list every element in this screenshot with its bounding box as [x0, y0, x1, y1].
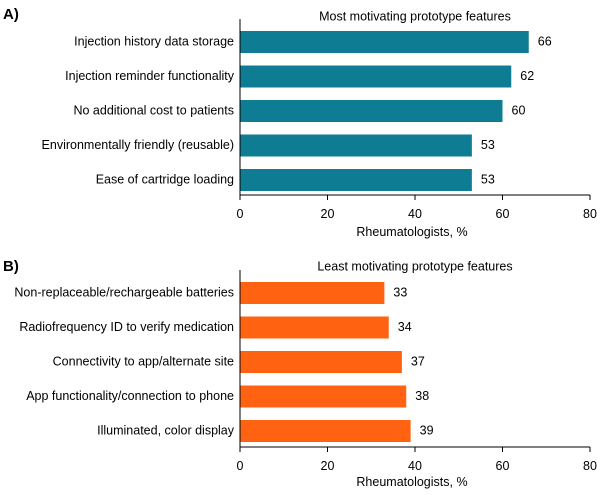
- panel-a-label: A): [3, 6, 19, 23]
- panel-a-x-tick-label: 20: [321, 207, 335, 221]
- panel-b-value-label: 38: [415, 389, 429, 403]
- panel-b-bar: [240, 282, 385, 304]
- panel-a-value-label: 53: [481, 172, 495, 186]
- panel-a-value-label: 62: [520, 69, 534, 83]
- panel-a-value-label: 53: [481, 138, 495, 152]
- panel-a-x-tick-label: 60: [496, 207, 510, 221]
- panel-a-bar: [240, 100, 503, 122]
- panel-b-x-tick-label: 60: [496, 459, 510, 473]
- panel-a-bar: [240, 134, 472, 157]
- panel-a-category-label: No additional cost to patients: [73, 103, 234, 117]
- panel-b-x-tick-label: 0: [237, 459, 244, 473]
- panel-b-category-label: Illuminated, color display: [97, 423, 235, 437]
- panel-b-category-label: Radiofrequency ID to verify medication: [19, 320, 234, 334]
- panel-a-value-label: 66: [538, 34, 552, 48]
- panel-a-bar: [240, 31, 529, 53]
- panel-b-x-tick-label: 80: [583, 459, 597, 473]
- panel-b-bar: [240, 316, 389, 339]
- panel-b-category-label: App functionality/connection to phone: [26, 389, 234, 403]
- panel-b-value-label: 39: [420, 423, 434, 437]
- panel-a-x-tick-label: 0: [237, 207, 244, 221]
- panel-b-value-label: 33: [393, 285, 407, 299]
- panel-b-category-label: Non-replaceable/rechargeable batteries: [14, 285, 234, 299]
- panel-b-label: B): [3, 258, 19, 275]
- panel-a-x-tick-label: 80: [583, 207, 597, 221]
- panel-a-category-label: Injection history data storage: [74, 34, 234, 48]
- panel-b-category-label: Connectivity to app/alternate site: [53, 354, 234, 368]
- panel-a-x-axis-label: Rheumatologists, %: [356, 225, 467, 239]
- panel-a-x-tick-label: 40: [408, 207, 422, 221]
- panel-b-bar: [240, 351, 402, 373]
- panel-b-value-label: 34: [398, 320, 412, 334]
- panel-b-x-tick-label: 40: [408, 459, 422, 473]
- panel-b-bar: [240, 385, 407, 408]
- panel-a-category-label: Ease of cartridge loading: [96, 172, 234, 186]
- panel-a-bar: [240, 169, 472, 191]
- panel-b-x-axis-label: Rheumatologists, %: [356, 475, 467, 489]
- panel-a-category-label: Environmentally friendly (reusable): [42, 138, 234, 152]
- panel-a-title: Most motivating prototype features: [319, 9, 511, 23]
- panel-b-x-tick-label: 20: [321, 459, 335, 473]
- panel-a-value-label: 60: [512, 103, 526, 117]
- panel-a-category-label: Injection reminder functionality: [65, 69, 235, 83]
- panel-b-title: Least motivating prototype features: [317, 259, 512, 273]
- panel-b-bar: [240, 420, 411, 442]
- panel-a-bar: [240, 65, 512, 88]
- panel-b-value-label: 37: [411, 354, 425, 368]
